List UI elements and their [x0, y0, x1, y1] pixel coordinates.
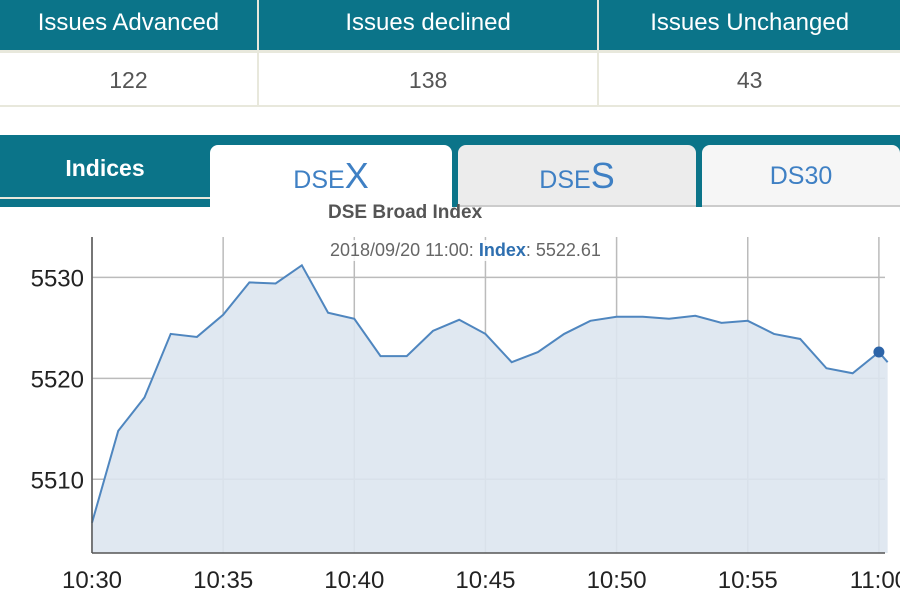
tab-dses[interactable]: DSES [458, 145, 696, 207]
highlight-point [873, 346, 885, 358]
tooltip-value: : 5522.61 [525, 240, 601, 260]
x-tick-label: 10:35 [193, 567, 253, 594]
value-issues-unchanged: 43 [599, 50, 900, 107]
tab-ds30[interactable]: DS30 [702, 145, 900, 207]
value-issues-advanced: 122 [0, 50, 259, 107]
series-line [91, 263, 889, 523]
y-tick-label: 5510 [31, 467, 84, 494]
y-tick-label: 5530 [31, 265, 84, 292]
x-tick-label: 10:30 [62, 567, 122, 594]
header-issues-unchanged: Issues Unchanged [599, 0, 900, 50]
tab-suffix: S [590, 155, 615, 196]
tooltip-datetime: 2018/09/20 11:00: [330, 240, 474, 260]
tooltip-key: Index [478, 240, 526, 260]
tab-prefix: DSE [539, 166, 591, 194]
chart-title: DSE Broad Index [328, 202, 483, 223]
x-tick-label: 10:45 [455, 567, 515, 594]
x-tick-label: 10:50 [587, 567, 647, 594]
x-tick-label: 10:55 [718, 567, 778, 594]
tab-dsex[interactable]: DSEX [210, 145, 452, 209]
tab-prefix: DSE [293, 166, 345, 194]
chart-tooltip: 2018/09/20 11:00: Index: 5522.61 [330, 240, 601, 261]
x-tick-label: 11:00 [850, 567, 900, 594]
indices-label: Indices [0, 135, 210, 199]
y-tick-label: 5520 [31, 366, 84, 393]
header-issues-declined: Issues declined [258, 0, 600, 50]
header-issues-advanced: Issues Advanced [0, 0, 259, 50]
value-issues-declined: 138 [258, 50, 600, 107]
indices-tab-bar: Indices DSEX DSES DS30 [0, 135, 900, 209]
market-stats-table: Issues Advanced Issues declined Issues U… [0, 0, 900, 107]
x-tick-label: 10:40 [324, 567, 384, 594]
area-fill [92, 265, 888, 553]
tab-prefix: DS30 [769, 162, 833, 190]
tab-suffix: X [344, 155, 369, 196]
